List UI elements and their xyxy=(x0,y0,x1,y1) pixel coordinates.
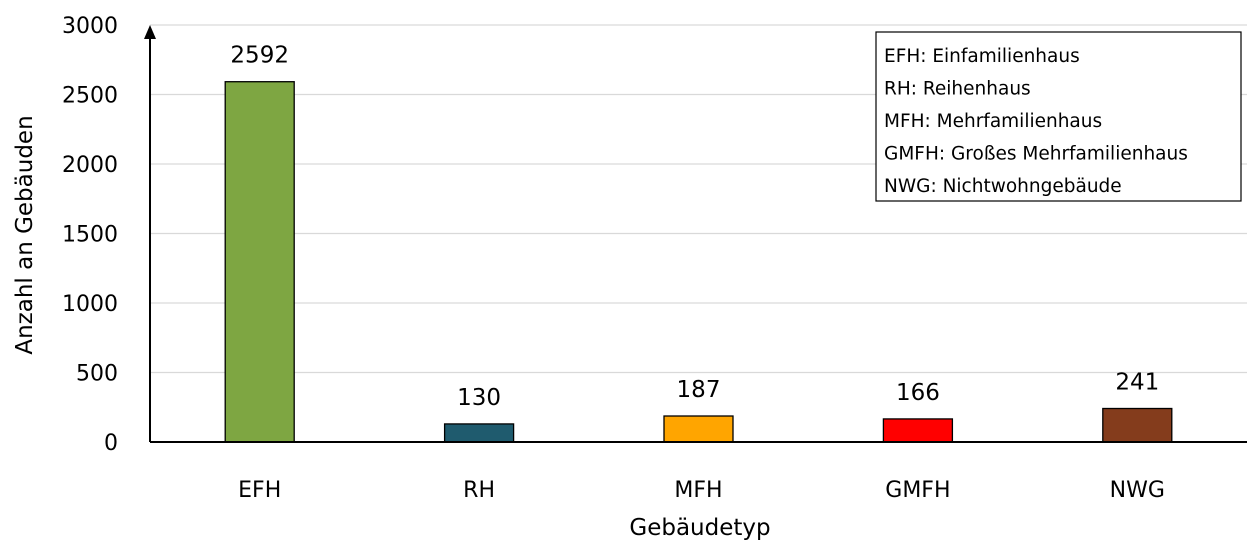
bar-efh xyxy=(224,81,295,443)
data-label-rh: 130 xyxy=(457,385,501,411)
data-label-efh: 2592 xyxy=(230,43,289,69)
x-axis-title: Gebäudetyp xyxy=(629,515,770,541)
y-tick-label: 500 xyxy=(76,362,118,387)
axes xyxy=(144,25,1247,443)
y-tick-label: 3000 xyxy=(62,14,118,39)
bars xyxy=(224,81,1173,443)
bar-mfh xyxy=(663,415,734,443)
x-tick-label-mfh: MFH xyxy=(674,478,722,503)
x-tick-label-nwg: NWG xyxy=(1110,478,1165,503)
bar-nwg xyxy=(1102,407,1173,443)
y-tick-label: 2000 xyxy=(62,153,118,178)
y-tick-label: 2500 xyxy=(62,84,118,109)
x-tick-label-gmfh: GMFH xyxy=(885,478,950,503)
x-tick-labels: EFH RH MFH GMFH NWG xyxy=(238,478,1165,503)
gridlines xyxy=(150,24,1247,374)
legend-entry: MFH: Mehrfamilienhaus xyxy=(884,111,1102,132)
legend-entry: EFH: Einfamilienhaus xyxy=(884,46,1080,67)
legend-entries: EFH: Einfamilienhaus RH: Reihenhaus MFH: M… xyxy=(884,46,1188,197)
data-labels: 2592 130 187 166 241 xyxy=(230,43,1159,411)
y-tick-label: 0 xyxy=(104,431,118,456)
x-tick-label-efh: EFH xyxy=(238,478,281,503)
y-tick-label: 1000 xyxy=(62,292,118,317)
y-tick-label: 1500 xyxy=(62,223,118,248)
data-label-nwg: 241 xyxy=(1115,370,1159,396)
y-axis-title: Anzahl an Gebäuden xyxy=(12,115,38,354)
legend: EFH: Einfamilienhaus RH: Reihenhaus MFH: M… xyxy=(875,31,1242,202)
legend-box xyxy=(875,31,1242,202)
legend-entry: RH: Reihenhaus xyxy=(884,79,1031,100)
legend-entry: NWG: Nichtwohngebäude xyxy=(884,176,1122,197)
y-tick-labels: 0 500 1000 1500 2000 2500 3000 xyxy=(62,14,118,456)
y-axis-arrow-icon xyxy=(144,25,156,39)
legend-entry: GMFH: Großes Mehrfamilienhaus xyxy=(884,144,1188,165)
bar-rh xyxy=(443,423,515,443)
data-label-mfh: 187 xyxy=(677,377,721,403)
data-label-gmfh: 166 xyxy=(896,380,940,406)
bar-gmfh xyxy=(882,418,954,443)
x-tick-label-rh: RH xyxy=(463,478,495,503)
